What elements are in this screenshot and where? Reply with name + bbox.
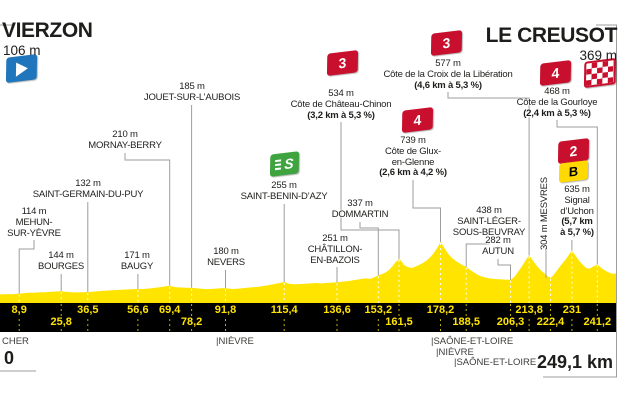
department-label: CHER: [2, 336, 29, 347]
km-tick-label: 213,8: [513, 304, 545, 316]
leader-line: [124, 153, 171, 286]
intermediate-sprint-icon: S: [269, 151, 300, 177]
leader-line: [359, 222, 379, 276]
waypoint-label: 635 m Signal d’Uchon (5,7 km à 5,7 %): [560, 184, 594, 239]
start-town-name: VIERZON: [2, 19, 93, 42]
leader-line: [18, 240, 35, 294]
elevation-profile-area: [0, 242, 617, 303]
km-tick-label: 222,4: [534, 316, 567, 328]
total-distance-label: 249,1 km: [536, 352, 613, 372]
waypoint-label: 185 m JOUET-SUR-L’AUBOIS: [143, 81, 241, 103]
waypoint-label: 144 m BOURGES: [37, 250, 85, 272]
km-tick-label: 153,2: [362, 304, 395, 316]
leader-line: [412, 180, 441, 242]
start-elevation: 106 m: [3, 43, 41, 58]
category-3-icon: 3: [430, 30, 463, 56]
category-3-icon: 3: [326, 50, 359, 76]
finish-elevation: 369 m: [579, 48, 617, 63]
waypoint-label: 438 m SAINT-LÉGER- SOUS-BEUVRAY: [452, 205, 526, 238]
frame-top-left: [0, 24, 13, 32]
waypoint-label: 251 m CHÂTILLON- EN-BAZOIS: [307, 233, 363, 266]
waypoint-label: 534 m Côte de Château-Chinon (3,2 km à 5,3…: [290, 88, 392, 121]
finish-town-name: LE CREUSOT: [485, 24, 618, 47]
waypoint-label: 739 m Côte de Glux-en-Glenne (2,6 km à 4,2…: [379, 135, 447, 179]
km-tick-label: 161,5: [383, 316, 415, 328]
start-flag-icon: [5, 53, 38, 84]
start-km-label: 0: [4, 348, 15, 368]
waypoint-label: 114 m MEHUN- SUR-YÈVRE: [7, 206, 61, 239]
waypoint-label: 171 m BAUGY: [120, 250, 154, 272]
km-tick-label: 69,4: [156, 304, 183, 316]
km-tick-label: 231: [560, 304, 584, 316]
category-4-icon: 4: [401, 107, 434, 133]
waypoint-label: 282 m AUTUN: [482, 235, 514, 257]
km-tick-label: 36,5: [75, 304, 101, 316]
waypoint-label-vertical: 304 m MESVRES: [539, 177, 550, 250]
km-tick-label: 25,8: [48, 316, 74, 328]
leader-line: [465, 239, 490, 267]
department-label: |SAÔNE-ET-LOIRE: [454, 357, 537, 368]
km-tick-label: 78,2: [178, 316, 205, 328]
category-4-icon: 4: [539, 60, 572, 86]
km-tick-label: 206,3: [494, 316, 527, 328]
waypoint-label: 337 m DOMMARTIN: [331, 198, 389, 220]
leader-line: [556, 120, 598, 265]
km-tick-label: 188,5: [450, 316, 482, 328]
leader-line: [447, 92, 530, 256]
bonus-icon: B: [558, 160, 589, 183]
waypoint-label: 255 m SAINT-BENIN-D’AZY: [240, 180, 328, 202]
km-tick-label: 178,2: [424, 304, 457, 316]
waypoint-label: 577 m Côte de la Croix de la Libération (4…: [383, 58, 513, 91]
km-tick-label: 91,8: [212, 304, 239, 316]
km-tick-label: 115,4: [268, 304, 300, 316]
km-tick-label: 241,2: [581, 316, 614, 328]
department-label: |SAÔNE-ET-LOIRE: [431, 336, 514, 347]
km-tick-label: 136,6: [321, 304, 353, 316]
km-tick-label: 8,9: [9, 304, 29, 316]
waypoint-label: 132 m SAINT-GERMAIN-DU-PUY: [32, 178, 144, 200]
waypoint-label: 180 m NEVERS: [207, 246, 245, 268]
leader-line: [497, 259, 511, 280]
frame-right: [596, 24, 617, 377]
waypoint-label: 210 m MORNAY-BERRY: [88, 129, 162, 151]
km-tick-label: 56,6: [125, 304, 151, 316]
department-label: |NIÈVRE: [436, 347, 474, 358]
waypoint-label: 468 m Côte de la Gourloye (2,4 km à 5,3 %): [516, 86, 598, 119]
leader-line: [340, 122, 400, 259]
department-label: |NIÈVRE: [216, 336, 254, 347]
